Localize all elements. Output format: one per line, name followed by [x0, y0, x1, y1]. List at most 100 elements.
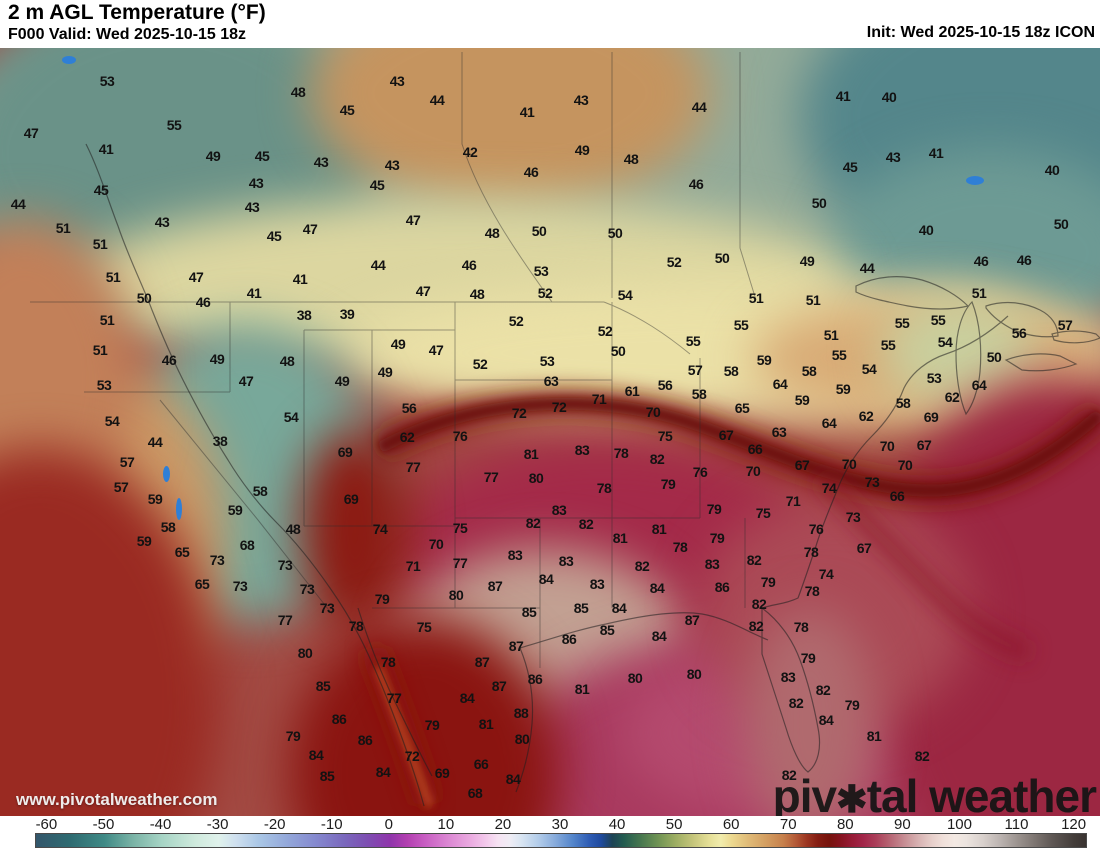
colorbar-tick: -50	[92, 816, 115, 833]
temperature-value: 83	[551, 502, 567, 518]
colorbar-tick: 100	[946, 816, 972, 833]
temperature-value: 43	[154, 214, 170, 230]
temperature-map: 53 48 45 47 55 41 49 45 43 45 43 43 44 51 43 45 47 51 51 47…	[0, 48, 1100, 816]
temperature-value: 83	[558, 553, 574, 569]
temperature-value: 84	[459, 690, 475, 706]
temperature-value: 63	[543, 373, 559, 389]
lake-icon	[163, 466, 170, 482]
temperature-value: 57	[687, 362, 703, 378]
temperature-value: 41	[246, 285, 262, 301]
temperature-value: 74	[821, 480, 837, 496]
temperature-value: 82	[914, 748, 930, 764]
colorbar-gradient	[35, 833, 1087, 848]
temperature-value: 78	[348, 618, 364, 634]
temperature-value: 78	[380, 654, 396, 670]
temperature-value: 43	[244, 199, 260, 215]
temperature-value: 79	[706, 501, 722, 517]
pivotal-weather-logo: piv✱tal weather	[772, 769, 1097, 816]
colorbar-tick: 120	[1061, 816, 1087, 833]
temperature-value: 66	[747, 441, 763, 457]
temperature-value: 82	[634, 558, 650, 574]
temperature-value: 69	[337, 444, 353, 460]
temperature-value: 54	[104, 413, 120, 429]
temperature-value: 82	[781, 767, 797, 783]
page-title: 2 m AGL Temperature (°F)	[8, 1, 266, 24]
temperature-value: 49	[390, 336, 406, 352]
temperature-value: 50	[1053, 216, 1069, 232]
temperature-value: 68	[467, 785, 483, 801]
temperature-value: 41	[98, 141, 114, 157]
temperature-value: 56	[401, 400, 417, 416]
logo-text-pre: piv	[772, 770, 837, 816]
temperature-value: 58	[160, 519, 176, 535]
temperature-value: 59	[136, 533, 152, 549]
temperature-value: 85	[573, 600, 589, 616]
temperature-value: 50	[811, 195, 827, 211]
colorbar-tick: 80	[836, 816, 854, 833]
temperature-value: 69	[343, 491, 359, 507]
temperature-value: 44	[691, 99, 707, 115]
temperature-value: 69	[923, 409, 939, 425]
temperature-value: 40	[881, 89, 897, 105]
temperature-value: 66	[473, 756, 489, 772]
temperature-value: 64	[772, 376, 788, 392]
temperature-value: 87	[684, 612, 700, 628]
temperature-value: 73	[209, 552, 225, 568]
temperature-value: 75	[657, 428, 673, 444]
temperature-value: 66	[889, 488, 905, 504]
temperature-value: 38	[296, 307, 312, 323]
colorbar-tick: -60	[35, 816, 58, 833]
temperature-value: 81	[612, 530, 628, 546]
temperature-value: 78	[793, 619, 809, 635]
temperature-value: 77	[386, 690, 402, 706]
temperature-value: 86	[714, 579, 730, 595]
temperature-value: 82	[746, 552, 762, 568]
temperature-value: 67	[856, 540, 872, 556]
temperature-value: 74	[818, 566, 834, 582]
temperature-value: 79	[374, 591, 390, 607]
temperature-value: 70	[897, 457, 913, 473]
temperature-value: 55	[930, 312, 946, 328]
temperature-value: 85	[521, 604, 537, 620]
logo-text-post: tal weather	[866, 770, 1097, 816]
temperature-value: 57	[119, 454, 135, 470]
temperature-value: 54	[861, 361, 877, 377]
temperature-value: 49	[377, 364, 393, 380]
temperature-value: 73	[277, 557, 293, 573]
temperature-value: 84	[375, 764, 391, 780]
temperature-value: 65	[174, 544, 190, 560]
colorbar-tick: 0	[384, 816, 393, 833]
temperature-value: 46	[195, 294, 211, 310]
temperature-value: 59	[756, 352, 772, 368]
temperature-value: 70	[879, 438, 895, 454]
temperature-value: 80	[514, 731, 530, 747]
temperature-value: 86	[331, 711, 347, 727]
temperature-value: 45	[339, 102, 355, 118]
temperature-value: 86	[561, 631, 577, 647]
temperature-value: 86	[357, 732, 373, 748]
temperature-value: 44	[147, 434, 163, 450]
temperature-value: 82	[748, 618, 764, 634]
temperature-value: 64	[971, 377, 987, 393]
temperature-value: 73	[299, 581, 315, 597]
temperature-value: 50	[610, 343, 626, 359]
temperature-value: 75	[416, 619, 432, 635]
temperature-value: 51	[99, 312, 115, 328]
temperature-value: 70	[645, 404, 661, 420]
temperature-value: 70	[745, 463, 761, 479]
colorbar-tick: 90	[894, 816, 911, 833]
temperature-value: 59	[147, 491, 163, 507]
temperature-value: 62	[944, 389, 960, 405]
temperature-value: 44	[859, 260, 875, 276]
temperature-value: 51	[805, 292, 821, 308]
temperature-value: 58	[252, 483, 268, 499]
temperature-value: 55	[733, 317, 749, 333]
temperature-value: 78	[613, 445, 629, 461]
temperature-value: 79	[844, 697, 860, 713]
temperature-value: 53	[926, 370, 942, 386]
temperature-value: 53	[99, 73, 115, 89]
colorbar-tick: 70	[779, 816, 797, 833]
temperature-value: 58	[691, 386, 707, 402]
temperature-value: 84	[651, 628, 667, 644]
temperature-value: 71	[785, 493, 801, 509]
